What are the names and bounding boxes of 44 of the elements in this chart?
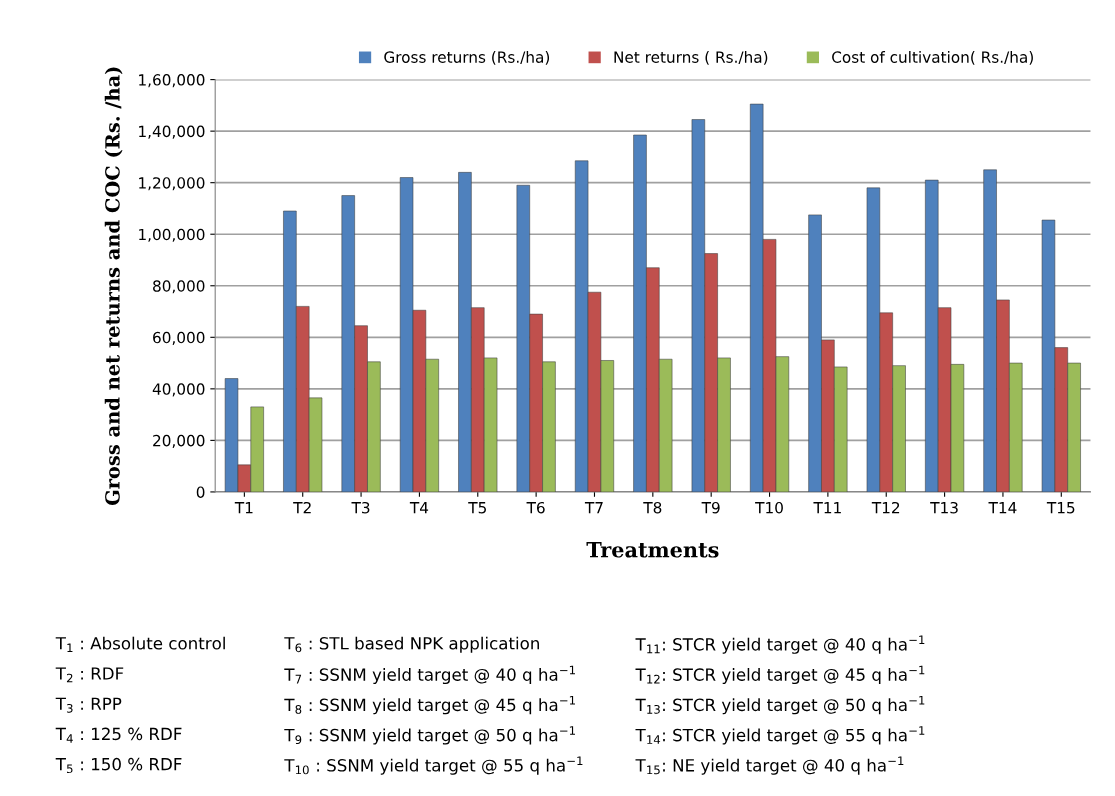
y-tick-label: 40,000 (152, 383, 205, 397)
y-tick-label: 20,000 (153, 434, 205, 448)
x-tick-label: T3 (351, 501, 370, 514)
x-tick-label: T4 (409, 502, 429, 514)
legend-label: Gross returns (Rs./ha) (384, 51, 550, 65)
x-tick-label: T5 (468, 502, 486, 514)
text: T$_{2}$ : RDF (55, 667, 124, 683)
text: T$_{13}$: STCR yield target @ 50 q ha$^{−1}$ (635, 696, 925, 715)
y-tick-label: 60,000 (153, 331, 205, 345)
text: T$_{7}$ : SSNM yield target @ 40 q ha$^{−1}$ (284, 665, 575, 685)
y-tick-label: 1,60,000 (139, 74, 205, 88)
x-tick-label: T7 (584, 502, 603, 514)
y-tick-label: 1,00,000 (139, 228, 205, 242)
y-tick-label: 1,20,000 (139, 177, 205, 191)
x-tick-label: T8 (643, 501, 662, 514)
x-tick-label: T1 (234, 502, 253, 514)
y-tick-label: 80,000 (153, 280, 205, 294)
legend-label: Cost of cultivation( Rs./ha) (832, 51, 1033, 65)
text: T$_{6}$ : STL based NPK application (284, 636, 539, 653)
x-tick-label: T14 (988, 502, 1017, 514)
y-tick-label: 0 (196, 486, 205, 498)
text: T$_{5}$ : 150 % RDF (55, 757, 182, 774)
x-tick-label: T11 (813, 502, 841, 514)
x-tick-label: T10 (755, 501, 783, 514)
x-tick-label: T6 (526, 501, 545, 514)
text: T$_{14}$: STCR yield target @ 55 q ha$^{−1}$ (635, 726, 925, 745)
text: T$_{9}$ : SSNM yield target @ 50 q ha$^{−1}$ (284, 726, 575, 745)
y-axis-title: Gross and net returns and COC (Rs. /ha) (104, 67, 123, 506)
legend-label: Net returns ( Rs./ha) (614, 51, 768, 65)
text: T$_{3}$ : RPP (55, 697, 122, 713)
x-tick-label: T12 (871, 501, 900, 514)
text: T$_{15}$: NE yield target @ 40 q ha$^{−1}$ (635, 756, 904, 775)
text: T$_{11}$: STCR yield target @ 40 q ha$^{−1}$ (635, 635, 925, 654)
text: T$_{1}$ : Absolute control (55, 636, 225, 653)
x-tick-label: T9 (701, 501, 720, 514)
text: T$_{4}$ : 125 % RDF (55, 727, 182, 743)
text: T$_{12}$: STCR yield target @ 45 q ha$^{−1}$ (635, 665, 925, 685)
y-tick-label: 1,40,000 (139, 125, 205, 139)
text: T$_{10}$ : SSNM yield target @ 55 q ha$^{−1}$ (284, 756, 583, 775)
x-tick-label: T15 (1046, 502, 1075, 514)
x-axis-title: Treatments (586, 542, 719, 558)
x-tick-label: T2 (293, 501, 311, 514)
x-tick-label: T13 (930, 501, 958, 514)
text: T$_{8}$ : SSNM yield target @ 45 q ha$^{−1}$ (284, 696, 575, 715)
